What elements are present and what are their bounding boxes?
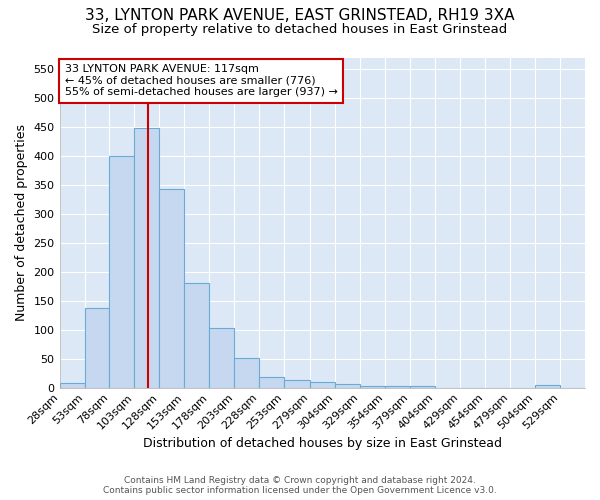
Bar — [310, 382, 335, 388]
X-axis label: Distribution of detached houses by size in East Grinstead: Distribution of detached houses by size … — [143, 437, 502, 450]
Bar — [284, 380, 310, 388]
Bar — [385, 386, 410, 388]
Bar — [134, 128, 160, 388]
Text: Contains HM Land Registry data © Crown copyright and database right 2024.
Contai: Contains HM Land Registry data © Crown c… — [103, 476, 497, 495]
Text: 33, LYNTON PARK AVENUE, EAST GRINSTEAD, RH19 3XA: 33, LYNTON PARK AVENUE, EAST GRINSTEAD, … — [85, 8, 515, 22]
Bar — [209, 328, 235, 388]
Bar — [160, 189, 184, 388]
Bar — [335, 384, 360, 388]
Bar — [410, 386, 435, 388]
Bar — [109, 156, 134, 388]
Bar — [360, 386, 385, 388]
Text: Size of property relative to detached houses in East Grinstead: Size of property relative to detached ho… — [92, 22, 508, 36]
Y-axis label: Number of detached properties: Number of detached properties — [15, 124, 28, 321]
Bar — [235, 358, 259, 388]
Bar — [184, 284, 209, 388]
Bar — [85, 308, 109, 388]
Bar — [259, 377, 284, 388]
Text: 33 LYNTON PARK AVENUE: 117sqm
← 45% of detached houses are smaller (776)
55% of : 33 LYNTON PARK AVENUE: 117sqm ← 45% of d… — [65, 64, 338, 98]
Bar — [59, 383, 85, 388]
Bar — [535, 386, 560, 388]
